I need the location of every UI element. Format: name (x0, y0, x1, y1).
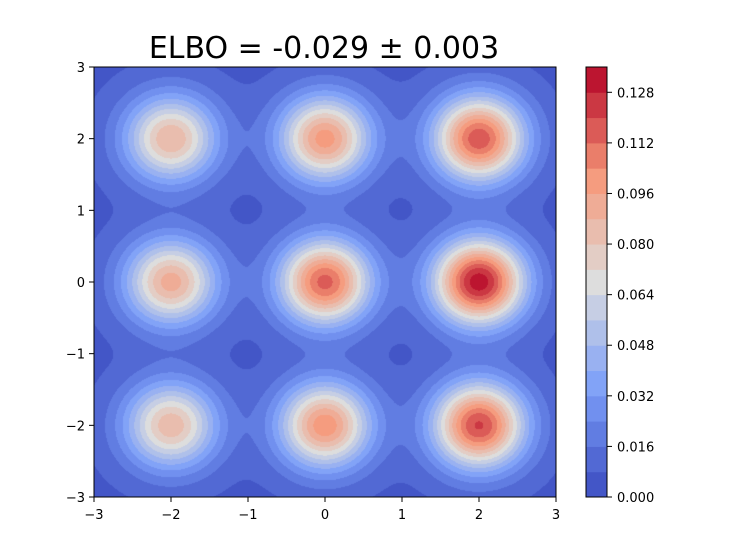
colorbar-band (586, 421, 607, 447)
colorbar-band (586, 218, 607, 245)
colorbar-band (586, 244, 607, 270)
y-tick-label: −3 (66, 491, 85, 506)
colorbar-band (586, 319, 607, 346)
x-tick-label: −1 (238, 508, 257, 523)
colorbar-band (586, 345, 607, 372)
x-tick-label: 2 (475, 508, 483, 523)
y-tick-label: −2 (66, 419, 85, 434)
x-tick-label: 3 (552, 508, 560, 523)
colorbar-band (586, 193, 607, 220)
colorbar-tick-label: 0.080 (617, 238, 654, 253)
colorbar-band (586, 117, 607, 144)
colorbar-band (586, 294, 607, 321)
colorbar-band (586, 269, 607, 296)
colorbar-tick-label: 0.096 (617, 187, 654, 202)
colorbar-tick-label: 0.112 (617, 137, 654, 152)
colorbar-tick-label: 0.064 (617, 289, 654, 304)
y-tick-label: 1 (77, 204, 85, 219)
contour-fill-image (94, 67, 556, 497)
colorbar-band (586, 142, 607, 169)
y-tick-label: −1 (66, 348, 85, 363)
colorbar-tick-label: 0.016 (617, 440, 654, 455)
colorbar (586, 67, 607, 498)
colorbar-frame (585, 66, 608, 498)
colorbar-tick-label: 0.000 (617, 491, 654, 506)
x-tick-label: −2 (161, 508, 180, 523)
colorbar-axis: 0.000 0.016 0.032 0.048 0.064 0.080 0.096 0.112… (607, 86, 654, 506)
colorbar-tick-label: 0.048 (617, 339, 654, 354)
colorbar-band (586, 395, 607, 422)
y-tick-label: 2 (77, 133, 85, 148)
colorbar-band (586, 92, 607, 119)
colorbar-band (586, 67, 607, 93)
colorbar-tick-label: 0.128 (617, 86, 654, 101)
colorbar-band (586, 168, 607, 194)
x-tick-label: −3 (84, 508, 103, 523)
colorbar-band (586, 446, 607, 473)
x-tick-label: 0 (321, 508, 329, 523)
contour-plot (94, 67, 556, 497)
y-tick-label: 3 (77, 61, 85, 76)
colorbar-band (586, 471, 607, 498)
chart-title: ELBO = -0.029 ± 0.003 (149, 31, 499, 66)
axes: −3 −2 −1 0 1 2 3 −3 −2 −1 0 1 2 3 (66, 61, 560, 523)
y-tick-label: 0 (77, 276, 85, 291)
colorbar-tick-label: 0.032 (617, 390, 654, 405)
x-tick-label: 1 (398, 508, 406, 523)
colorbar-band (586, 370, 607, 397)
